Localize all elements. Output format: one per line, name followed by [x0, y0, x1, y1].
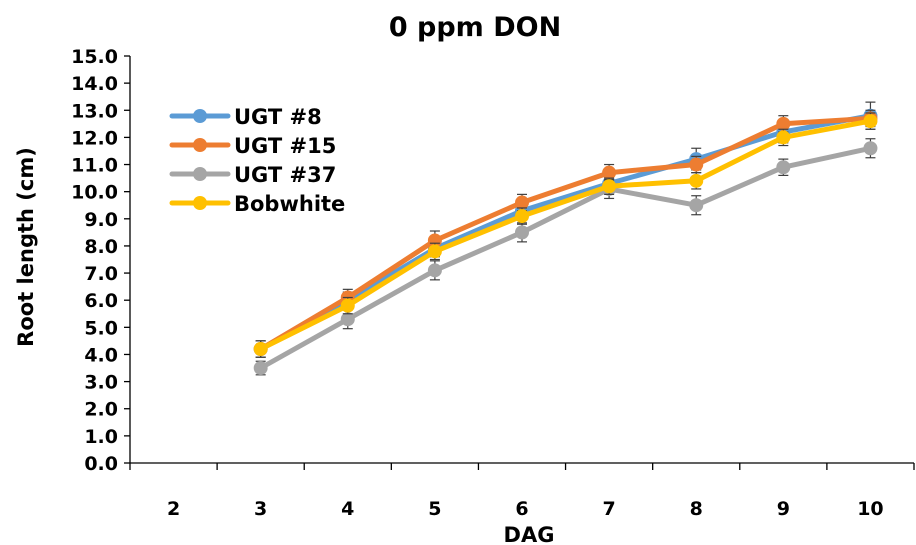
data-point [602, 179, 617, 194]
y-tick-label: 2.0 [84, 399, 118, 421]
x-tick-label: 3 [254, 498, 267, 520]
x-tick-label: 7 [602, 498, 615, 520]
y-tick-label: 8.0 [84, 236, 118, 258]
series-line [258, 115, 873, 352]
x-tick-label: 4 [341, 498, 354, 520]
y-tick-label: 5.0 [84, 317, 118, 339]
chart-title: 0 ppm DON [389, 12, 561, 43]
data-point [427, 263, 442, 278]
legend-swatch-marker [193, 167, 207, 181]
data-point [340, 298, 355, 313]
data-point [776, 116, 791, 131]
data-point [863, 141, 878, 156]
y-tick-label: 6.0 [84, 290, 118, 312]
series-line [258, 145, 873, 371]
x-tick-label: 5 [428, 498, 441, 520]
legend-label: UGT #8 [234, 105, 322, 129]
x-tick-label: 6 [515, 498, 528, 520]
y-tick-label: 3.0 [84, 372, 118, 394]
data-point [427, 244, 442, 259]
x-tick-label: 9 [777, 498, 790, 520]
data-point [253, 361, 268, 376]
y-tick-label: 4.0 [84, 344, 118, 366]
data-point [340, 312, 355, 327]
legend-swatch-marker [193, 138, 207, 152]
y-tick-label: 14.0 [71, 73, 118, 95]
series-line [258, 113, 873, 352]
data-point [689, 198, 704, 213]
series-layer [253, 101, 878, 376]
data-point [515, 195, 529, 210]
data-point [427, 233, 442, 248]
legend-item: Bobwhite [169, 192, 345, 216]
data-point [515, 209, 529, 224]
y-tick-label: 7.0 [84, 263, 118, 285]
legend: UGT #8 UGT #15 UGT #37 Bobwhite [169, 105, 345, 216]
y-tick-label: 9.0 [84, 209, 118, 231]
legend-swatch-marker [193, 109, 207, 123]
legend-label: UGT #15 [234, 134, 336, 158]
data-point [863, 114, 878, 129]
x-tick-label: 8 [690, 498, 703, 520]
y-tick-label: 13.0 [71, 100, 118, 122]
y-tick-label: 12.0 [71, 127, 118, 149]
series-3 [253, 112, 878, 358]
data-point [776, 160, 791, 175]
legend-item: UGT #8 [169, 105, 322, 129]
y-tick-label: 15.0 [71, 46, 118, 68]
data-point [253, 342, 268, 357]
axes: 0.0 1.0 2.0 3.0 4.0 5.0 6.0 7.0 8.0 9.0 10.0 11.0 12… [71, 46, 915, 520]
data-point [776, 130, 791, 145]
legend-label: UGT #37 [234, 163, 336, 187]
y-tick-label: 0.0 [84, 453, 118, 475]
y-tick-label: 10.0 [71, 182, 118, 204]
x-tick-label: 10 [857, 498, 883, 520]
legend-item: UGT #15 [169, 134, 336, 158]
y-tick-label: 1.0 [84, 426, 118, 448]
series-line [258, 118, 873, 352]
legend-item: UGT #37 [169, 163, 336, 187]
data-point [602, 165, 617, 180]
legend-label: Bobwhite [234, 192, 345, 216]
series-2 [253, 138, 878, 376]
y-axis-title: Root length (cm) [14, 147, 38, 347]
data-point [515, 225, 529, 240]
y-tick-label: 11.0 [71, 155, 118, 177]
x-tick-label: 2 [167, 498, 180, 520]
data-point [689, 157, 704, 172]
data-point [689, 173, 704, 188]
series-1 [253, 109, 878, 358]
x-axis-title: DAG [504, 523, 555, 545]
legend-swatch-marker [193, 196, 207, 210]
